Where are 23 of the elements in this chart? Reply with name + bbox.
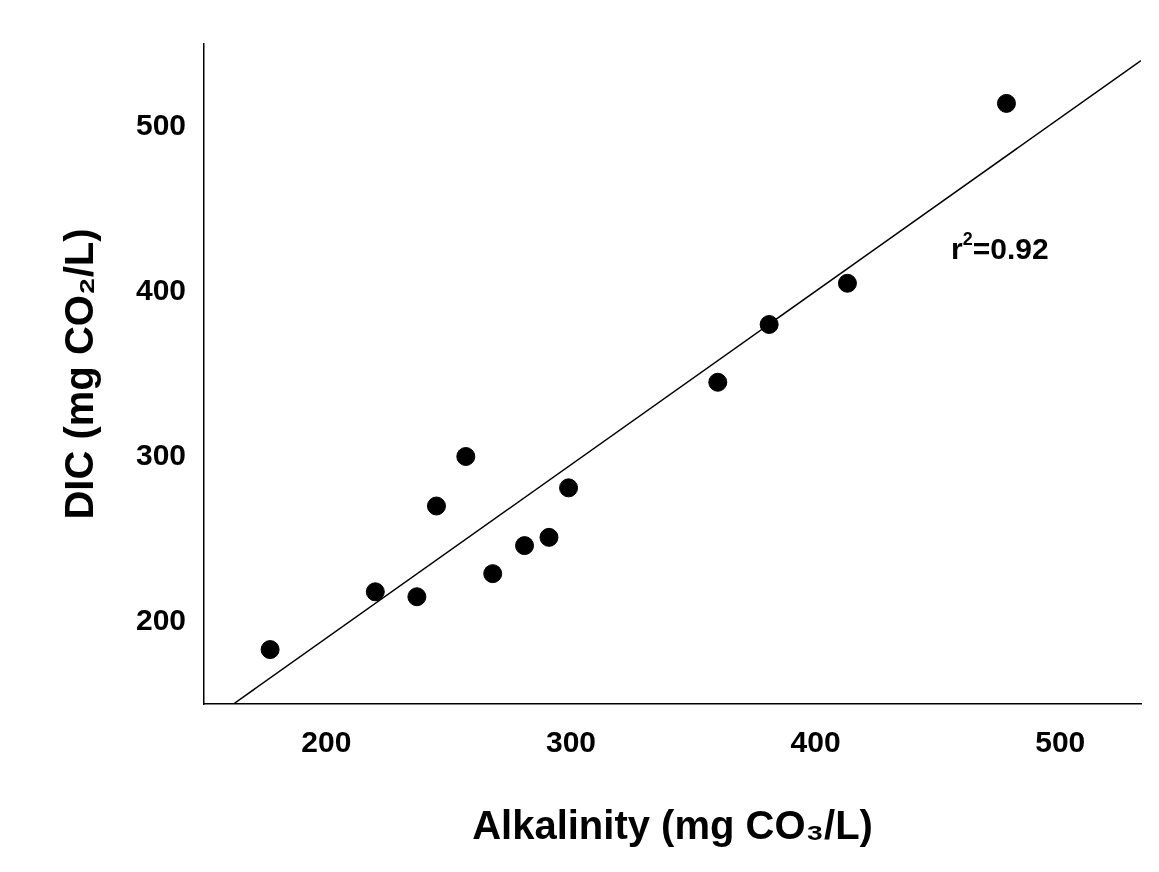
y-tick-label: 500 [135, 107, 187, 141]
point [539, 527, 559, 547]
x-tick-label: 400 [790, 725, 841, 759]
point [426, 496, 446, 516]
point [996, 93, 1016, 113]
y-tick-label: 200 [135, 602, 187, 636]
x-tick-label: 500 [1035, 725, 1086, 759]
x-tick-label: 300 [545, 725, 597, 759]
x-tick-label: 200 [301, 725, 352, 759]
y-axis-title: DIC (mg CO₂/L) [57, 228, 102, 520]
y-tick-label: 400 [135, 272, 187, 306]
point [365, 582, 385, 602]
point [759, 315, 779, 334]
point [456, 447, 476, 466]
point [515, 536, 535, 556]
point [559, 478, 579, 498]
point [837, 273, 857, 293]
point [260, 640, 280, 660]
point [483, 564, 503, 584]
point [708, 372, 728, 392]
x-axis-title: Alkalinity (mg CO₃/L) [472, 803, 873, 848]
point [407, 587, 427, 607]
y-tick-label: 300 [135, 437, 187, 471]
